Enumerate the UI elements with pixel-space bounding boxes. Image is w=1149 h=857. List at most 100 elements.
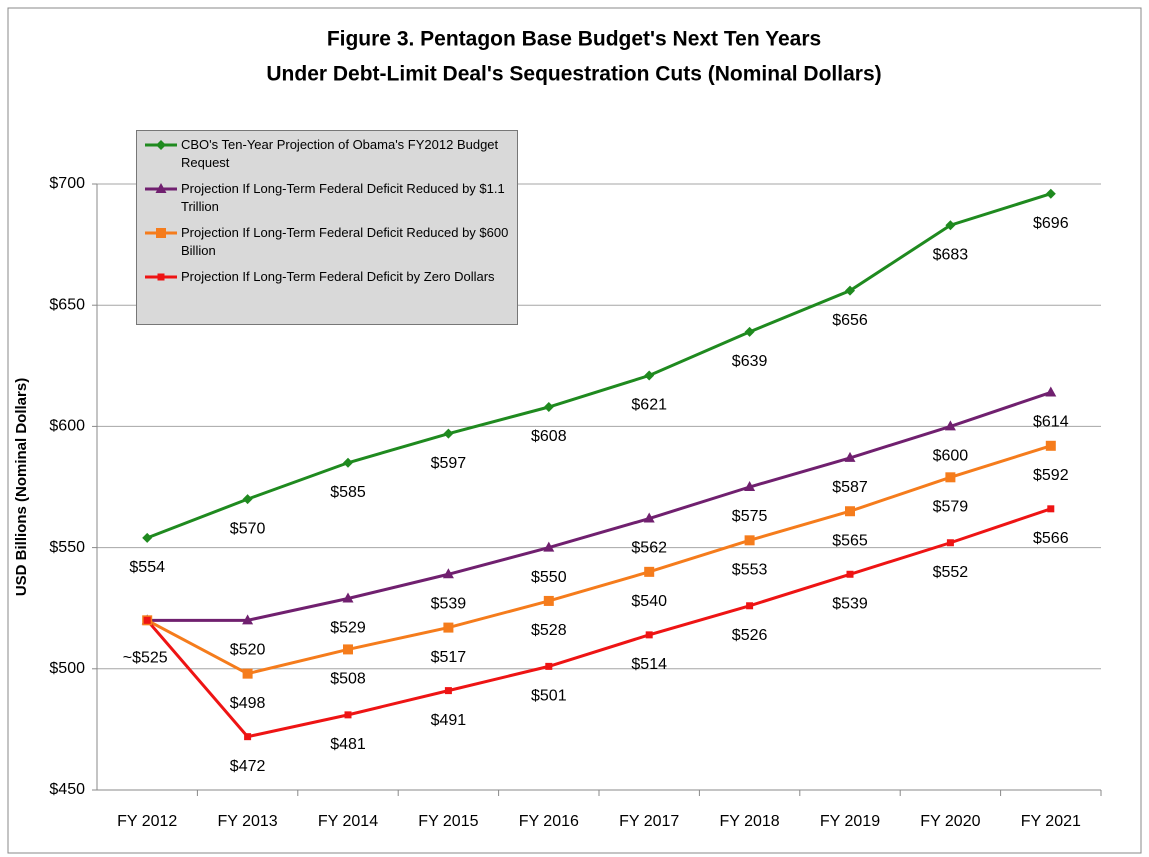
x-tick-label: FY 2018	[719, 813, 779, 830]
marker	[143, 616, 151, 624]
legend-icon	[145, 140, 177, 150]
legend-icon	[145, 273, 177, 281]
data-label: $517	[431, 649, 467, 666]
data-label: $570	[230, 520, 266, 537]
marker	[945, 472, 956, 483]
marker	[244, 733, 252, 741]
chart-title: Figure 3. Pentagon Base Budget's Next Te…	[327, 28, 821, 51]
data-label: $514	[631, 656, 667, 673]
marker	[155, 183, 167, 193]
data-label: $552	[933, 564, 969, 581]
marker	[242, 668, 253, 679]
data-label: $508	[330, 671, 366, 688]
legend: CBO's Ten-Year Projection of Obama's FY2…	[136, 130, 518, 325]
y-tick-label: $500	[49, 660, 85, 677]
legend-entry: CBO's Ten-Year Projection of Obama's FY2…	[141, 136, 513, 172]
data-label: $639	[732, 353, 768, 370]
x-tick-label: FY 2017	[619, 813, 679, 830]
x-tick-label: FY 2014	[318, 813, 378, 830]
marker	[543, 541, 555, 552]
data-label: $614	[1033, 414, 1069, 431]
data-label: $553	[732, 562, 768, 579]
marker	[844, 451, 856, 462]
data-label: $592	[1033, 467, 1069, 484]
data-label: $526	[732, 627, 768, 644]
data-label: $696	[1033, 215, 1069, 232]
series-line	[146, 444, 1052, 676]
marker	[443, 428, 454, 439]
x-tick-label: FY 2021	[1021, 813, 1081, 830]
marker	[846, 570, 854, 578]
marker	[344, 711, 352, 719]
data-label: $481	[330, 736, 366, 753]
annotation: ~$525	[123, 650, 168, 667]
marker	[1045, 188, 1056, 199]
data-label: $539	[431, 595, 467, 612]
data-label: $587	[832, 479, 868, 496]
data-label: $575	[732, 508, 768, 525]
y-tick-label: $450	[49, 781, 85, 798]
marker	[643, 512, 655, 523]
marker	[746, 602, 754, 610]
data-label: $579	[933, 499, 969, 516]
chart-title: Under Debt-Limit Deal's Sequestration Cu…	[266, 63, 881, 86]
marker	[343, 457, 353, 468]
marker	[157, 273, 165, 281]
marker	[242, 614, 254, 625]
y-tick-label: $550	[49, 539, 85, 556]
legend-label: CBO's Ten-Year Projection of Obama's FY2…	[181, 137, 499, 170]
marker	[543, 402, 554, 413]
data-label: $566	[1033, 530, 1069, 547]
marker	[644, 370, 655, 381]
series-line	[146, 507, 1052, 739]
series-line	[146, 192, 1052, 540]
marker	[545, 662, 553, 670]
data-label: $554	[129, 559, 165, 576]
marker	[945, 220, 956, 231]
marker	[744, 481, 756, 491]
data-label: $656	[832, 312, 868, 329]
series-line	[147, 391, 1052, 622]
x-tick-label: FY 2015	[418, 813, 478, 830]
legend-entry: Projection If Long-Term Federal Deficit …	[141, 268, 513, 286]
marker	[543, 595, 554, 606]
marker	[343, 644, 353, 655]
data-label: $540	[631, 593, 667, 610]
marker	[1045, 386, 1057, 397]
marker	[845, 285, 855, 296]
marker	[644, 566, 655, 577]
marker	[845, 506, 855, 517]
y-tick-label: $700	[49, 175, 85, 192]
data-label: $472	[230, 758, 266, 775]
data-label: $562	[631, 540, 667, 557]
x-tick-label: FY 2012	[117, 813, 177, 830]
legend-label: Projection If Long-Term Federal Deficit …	[181, 225, 509, 258]
legend-icon	[145, 183, 177, 193]
data-label: $529	[330, 620, 366, 637]
legend-entry: Projection If Long-Term Federal Deficit …	[141, 224, 513, 260]
data-label: $608	[531, 428, 567, 445]
marker	[142, 532, 153, 543]
y-tick-label: $600	[49, 418, 85, 435]
marker	[1047, 505, 1055, 513]
marker	[156, 228, 166, 238]
marker	[342, 592, 354, 603]
marker	[442, 568, 454, 579]
data-label: $585	[330, 484, 366, 501]
marker	[744, 326, 755, 337]
data-label: $565	[832, 532, 868, 549]
marker	[444, 687, 452, 695]
marker	[946, 539, 954, 547]
marker	[645, 631, 653, 639]
legend-entry: Projection If Long-Term Federal Deficit …	[141, 180, 513, 216]
marker	[156, 140, 166, 150]
x-tick-label: FY 2013	[217, 813, 277, 830]
x-tick-label: FY 2019	[820, 813, 880, 830]
y-axis-label: USD Billions (Nominal Dollars)	[13, 378, 30, 596]
data-label: $621	[631, 397, 667, 414]
marker	[242, 494, 253, 505]
marker	[944, 420, 956, 431]
marker	[744, 535, 755, 546]
data-label: $501	[531, 688, 567, 705]
